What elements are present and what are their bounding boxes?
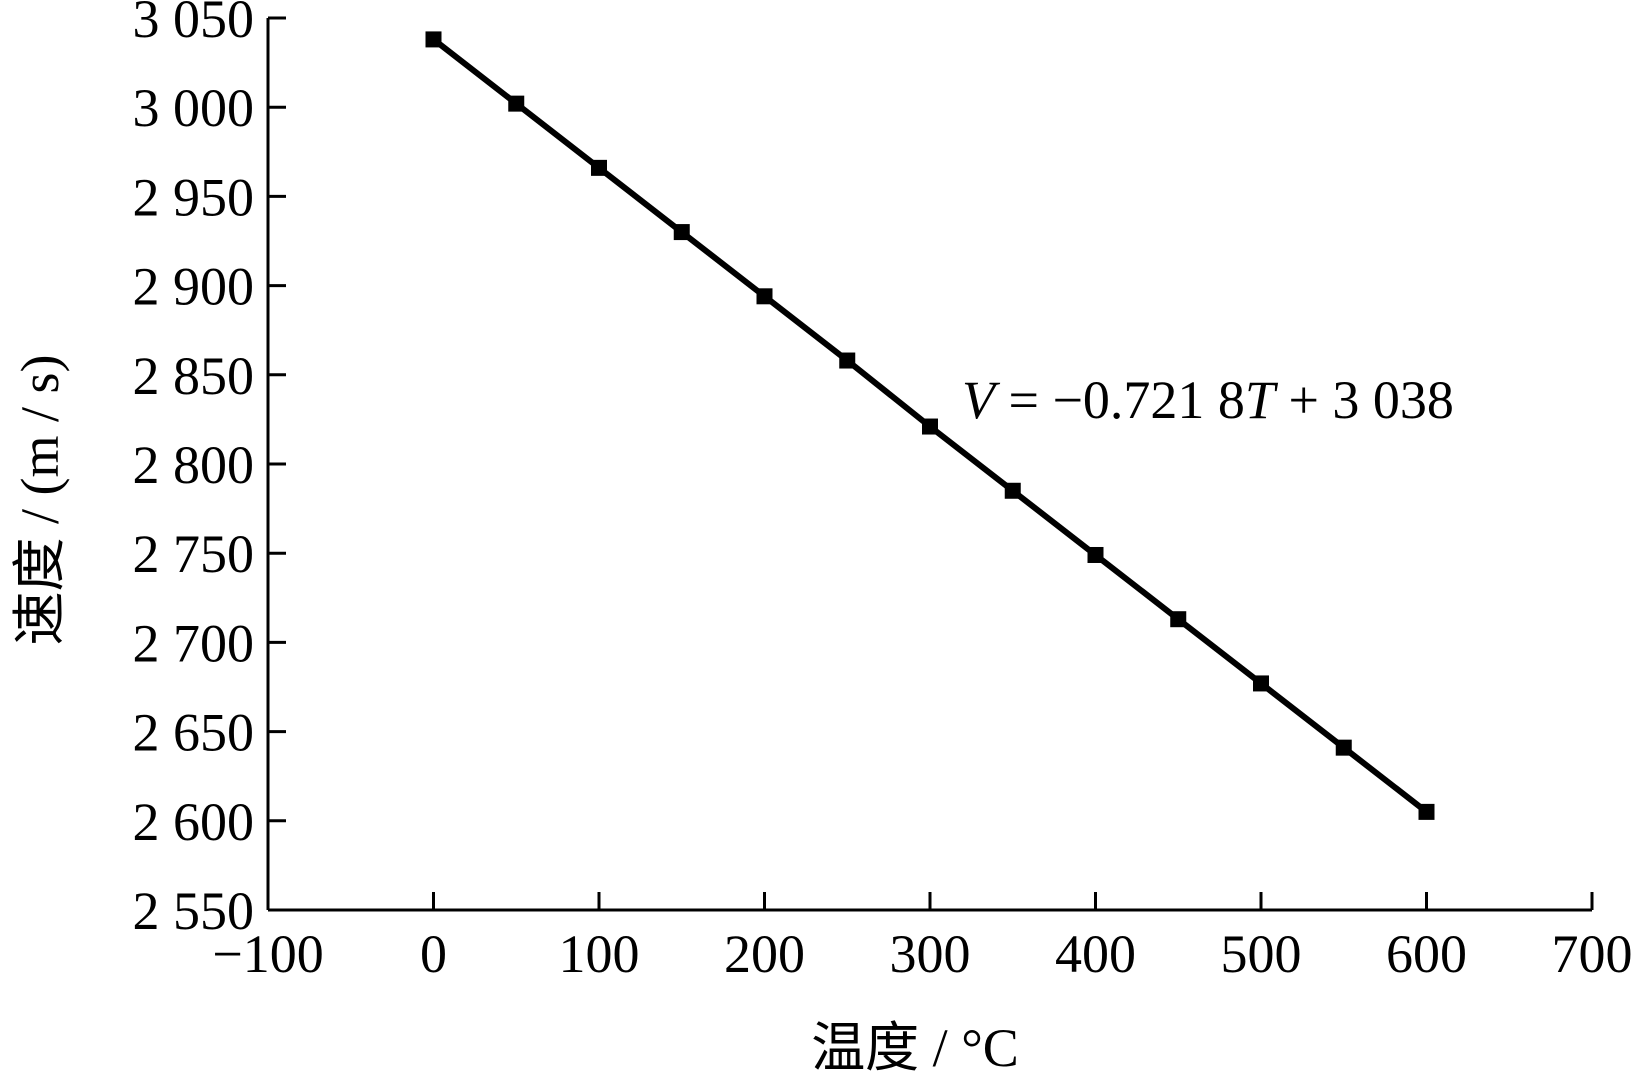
data-point bbox=[1170, 611, 1187, 628]
x-tick-label: 100 bbox=[559, 924, 640, 984]
data-point bbox=[1087, 546, 1104, 563]
data-point bbox=[922, 418, 938, 435]
data-point bbox=[1335, 739, 1352, 756]
data-point bbox=[591, 159, 607, 176]
y-tick-label: 3 050 bbox=[133, 0, 255, 49]
equation-part: + 3 038 bbox=[1275, 370, 1454, 430]
y-tick-label: 2 900 bbox=[133, 257, 255, 317]
data-point bbox=[508, 95, 525, 112]
y-tick-label: 2 800 bbox=[133, 435, 255, 495]
x-tick-label: −100 bbox=[212, 924, 323, 984]
x-tick-label: 700 bbox=[1552, 924, 1633, 984]
x-tick-label: 500 bbox=[1221, 924, 1302, 984]
equation-part: V bbox=[962, 370, 1001, 430]
x-tick-label: 0 bbox=[420, 924, 447, 984]
y-tick-label: 3 000 bbox=[133, 78, 255, 138]
x-tick-label: 400 bbox=[1055, 924, 1136, 984]
data-point bbox=[673, 224, 690, 241]
data-point bbox=[1253, 675, 1269, 692]
series bbox=[425, 31, 1435, 820]
y-tick-label: 2 850 bbox=[133, 346, 255, 406]
x-tick-label: 200 bbox=[724, 924, 805, 984]
y-axis-label: 速度 / (m / s) bbox=[10, 355, 70, 646]
equation-part: = −0.721 8 bbox=[995, 370, 1245, 430]
data-point bbox=[425, 31, 442, 48]
data-point bbox=[1004, 482, 1021, 499]
data-point bbox=[839, 352, 856, 369]
equation-part: T bbox=[1245, 370, 1279, 430]
x-tick-label: 300 bbox=[890, 924, 971, 984]
data-point bbox=[1418, 803, 1435, 820]
ticks: −100 0 100 200 300 400 500 600 700 2 550 2 600 2 65… bbox=[133, 0, 1633, 984]
y-tick-label: 2 750 bbox=[133, 524, 255, 584]
axes bbox=[266, 18, 1592, 912]
y-tick-label: 2 950 bbox=[133, 167, 255, 227]
y-tick-label: 2 600 bbox=[133, 792, 255, 852]
regression-equation: V = −0.721 8T + 3 038 bbox=[962, 370, 1454, 430]
y-tick-label: 2 550 bbox=[133, 881, 255, 941]
y-tick-label: 2 650 bbox=[133, 703, 255, 763]
x-axis-label: 温度 / °C bbox=[811, 1018, 1019, 1078]
x-tick-label: 600 bbox=[1386, 924, 1467, 984]
data-point bbox=[756, 288, 773, 305]
y-tick-label: 2 700 bbox=[133, 613, 255, 673]
